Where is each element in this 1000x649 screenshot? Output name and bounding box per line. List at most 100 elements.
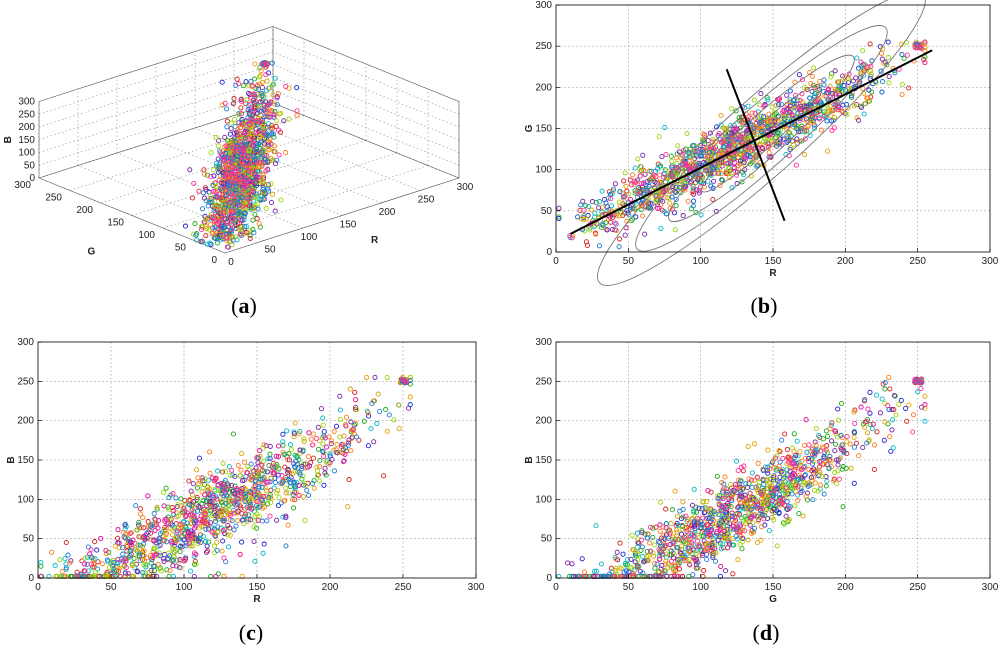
data-point <box>829 127 835 133</box>
data-point <box>630 172 636 178</box>
data-point <box>240 142 246 148</box>
data-point <box>672 227 678 233</box>
data-point <box>688 154 694 160</box>
data-point <box>271 134 277 140</box>
wall-grid <box>38 38 274 115</box>
data-point <box>836 456 842 462</box>
data-point <box>172 548 178 554</box>
data-point <box>279 480 285 486</box>
data-point <box>217 150 223 156</box>
data-point <box>645 201 651 207</box>
data-point <box>264 469 270 475</box>
data-point <box>663 211 669 217</box>
data-point <box>787 146 793 152</box>
data-point <box>729 542 735 548</box>
data-point <box>242 184 248 190</box>
data-point <box>904 418 910 424</box>
data-point <box>166 553 173 559</box>
y-tick-label: 250 <box>535 41 552 52</box>
data-point <box>92 556 98 562</box>
data-point <box>212 533 218 539</box>
data-point <box>780 114 786 120</box>
data-point <box>236 111 242 118</box>
data-point <box>219 79 225 85</box>
data-point <box>228 208 234 214</box>
x-tick-label: 150 <box>249 582 266 593</box>
data-point <box>224 106 230 112</box>
data-point <box>57 557 63 563</box>
data-point <box>596 199 603 205</box>
data-point <box>805 123 811 129</box>
data-point <box>212 512 218 518</box>
data-point <box>741 172 747 178</box>
data-point <box>287 470 293 476</box>
data-point <box>120 551 126 557</box>
data-point <box>627 196 634 202</box>
data-point <box>92 539 98 545</box>
data-point <box>234 76 240 82</box>
data-point <box>300 448 306 454</box>
data-point <box>257 81 263 87</box>
data-point <box>188 568 194 574</box>
data-point <box>214 547 220 554</box>
data-point <box>213 183 219 189</box>
data-point <box>746 114 752 120</box>
data-point <box>257 139 263 145</box>
data-point <box>331 468 337 474</box>
data-point <box>245 196 252 202</box>
data-point <box>816 96 822 102</box>
data-point <box>248 160 254 167</box>
data-point <box>793 162 799 168</box>
data-point <box>87 551 93 557</box>
data-point <box>165 555 171 561</box>
data-point <box>181 505 187 511</box>
data-point <box>627 204 633 210</box>
data-point <box>730 571 736 577</box>
data-point <box>170 491 176 497</box>
data-point <box>758 120 764 126</box>
y-tick-label: 300 <box>14 180 31 191</box>
data-point <box>890 417 896 423</box>
data-point <box>265 147 271 153</box>
ellipse-contour-1 <box>701 84 822 193</box>
data-point <box>653 524 659 530</box>
data-point <box>705 178 711 184</box>
data-point <box>677 566 683 572</box>
data-point <box>196 455 202 461</box>
ellipse-contour-2 <box>668 54 855 223</box>
data-point <box>265 456 271 462</box>
data-point <box>287 479 293 486</box>
data-point <box>278 500 284 506</box>
data-point <box>242 135 249 141</box>
data-point <box>698 212 704 218</box>
data-point <box>229 467 235 473</box>
data-point <box>239 189 245 196</box>
data-point <box>195 519 201 526</box>
data-point <box>260 178 266 184</box>
data-point <box>246 147 252 153</box>
data-point <box>190 481 196 487</box>
data-point <box>226 138 232 144</box>
x-tick-label: 50 <box>264 245 276 256</box>
data-point <box>182 223 189 229</box>
data-point <box>717 136 723 142</box>
x-tick-label: 200 <box>379 207 396 218</box>
data-point <box>241 521 247 527</box>
data-point <box>227 131 233 137</box>
data-point <box>67 560 73 566</box>
data-point <box>759 128 765 134</box>
data-point <box>261 102 268 108</box>
data-point <box>263 493 269 500</box>
data-point <box>670 174 676 180</box>
x-tick-label: 100 <box>692 256 709 267</box>
data-point <box>660 190 666 196</box>
data-point <box>134 568 140 574</box>
x-tick-label: 50 <box>623 256 635 267</box>
data-point <box>592 222 598 228</box>
data-point <box>669 158 675 164</box>
data-point <box>220 481 226 487</box>
data-point <box>252 93 258 99</box>
data-point <box>759 144 765 150</box>
y-tick-label: 100 <box>138 230 155 241</box>
